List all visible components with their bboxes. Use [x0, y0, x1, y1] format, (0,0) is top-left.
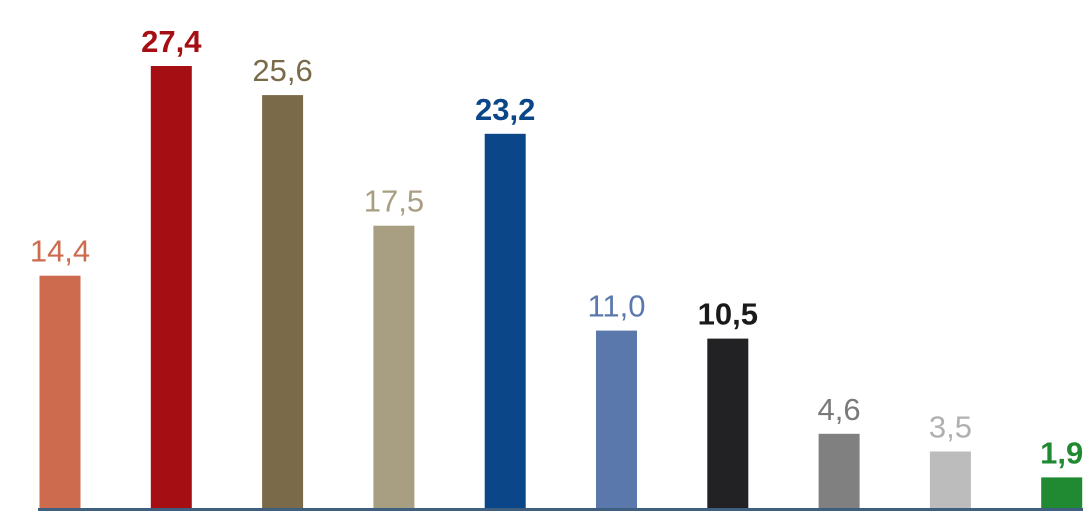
bar-4 [373, 225, 415, 508]
value-label-10: 1,9 [1040, 435, 1083, 470]
bars-group [39, 66, 1083, 509]
value-label-1: 14,4 [30, 234, 90, 269]
bar-2 [150, 66, 192, 508]
value-label-7: 10,5 [698, 297, 758, 332]
value-label-4: 17,5 [364, 184, 424, 219]
value-labels-group: 14,4 27,4 25,6 17,5 23,2 11,0 10,5 4,6 3,5 1,9 [30, 24, 1083, 470]
bar-7 [707, 338, 749, 508]
bar-9 [929, 451, 971, 508]
value-label-8: 4,6 [818, 392, 861, 427]
value-label-2: 27,4 [141, 24, 202, 59]
value-label-5: 23,2 [475, 92, 535, 127]
bar-6 [596, 330, 637, 508]
value-label-9: 3,5 [929, 410, 972, 445]
bar-10 [1041, 477, 1083, 508]
value-label-6: 11,0 [587, 289, 645, 324]
bar-5 [484, 133, 526, 509]
value-label-3: 25,6 [252, 53, 312, 88]
bar-1 [39, 275, 81, 508]
bar-3 [262, 95, 304, 508]
bar-8 [818, 433, 860, 508]
